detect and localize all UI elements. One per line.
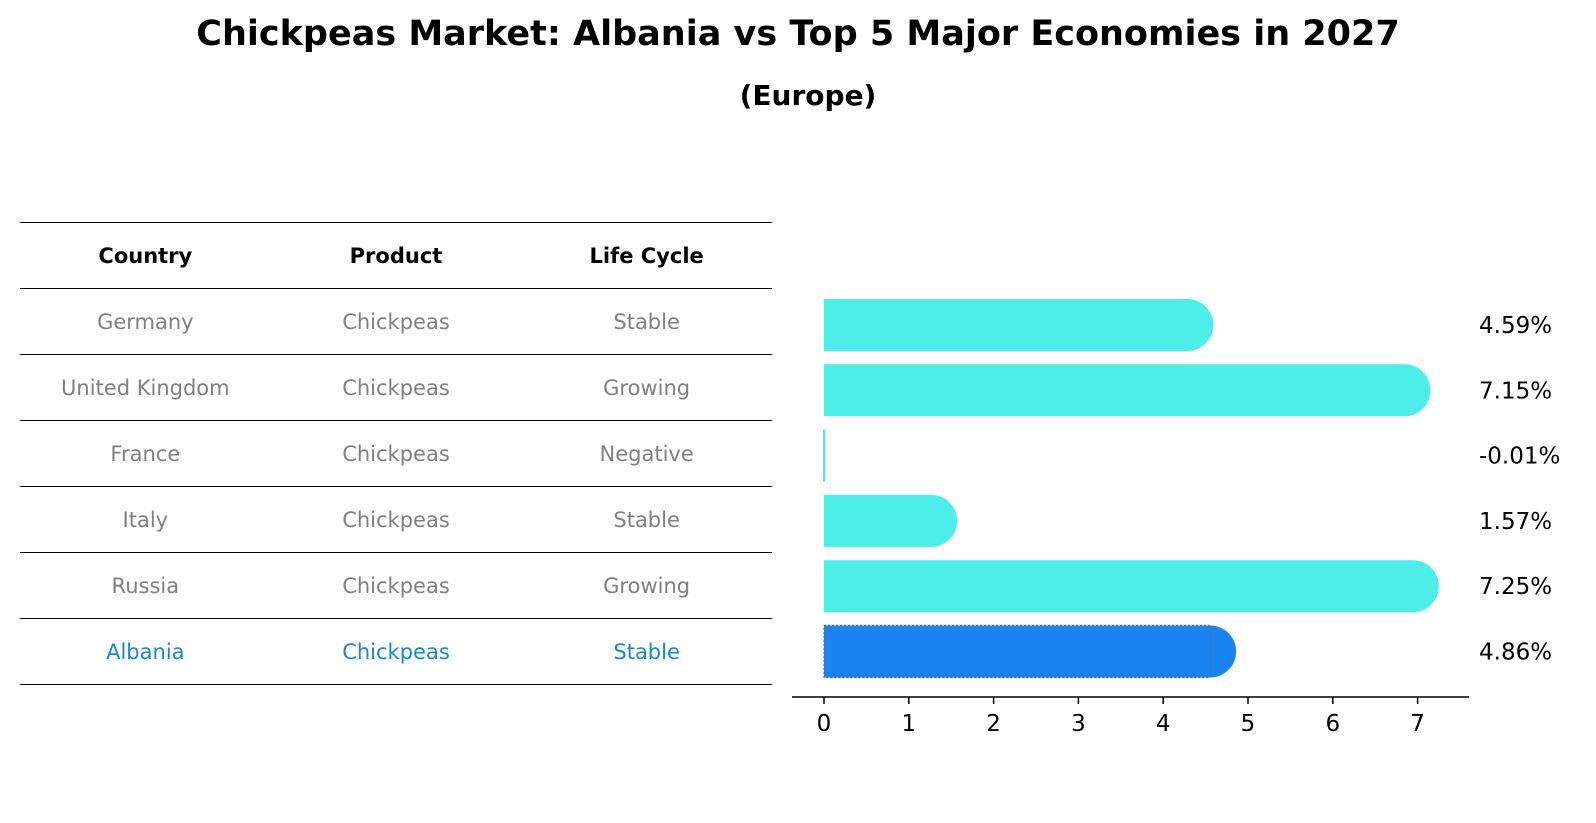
x-tick-label: 6 <box>1325 711 1340 737</box>
bar-germany <box>824 299 1214 351</box>
life-cycle-cell: Stable <box>613 507 680 532</box>
country-cell: United Kingdom <box>61 375 230 400</box>
life-cycle-cell: Negative <box>599 441 694 466</box>
x-tick-label: 2 <box>986 711 1001 737</box>
header-country: Country <box>98 243 193 268</box>
bar-united-kingdom <box>824 364 1431 417</box>
value-label: 4.86% <box>1479 640 1552 666</box>
life-cycle-cell: Growing <box>603 573 691 598</box>
life-cycle-cell: Stable <box>613 639 680 664</box>
value-label: 7.15% <box>1479 378 1552 404</box>
x-tick-label: 4 <box>1156 711 1171 737</box>
product-cell: Chickpeas <box>342 573 450 598</box>
table-row: France Chickpeas Negative <box>20 420 772 486</box>
table-row: Russia Chickpeas Growing <box>20 552 772 618</box>
header-life-cycle: Life Cycle <box>589 243 704 268</box>
country-cell: Russia <box>111 573 180 598</box>
product-cell: Chickpeas <box>342 507 450 532</box>
country-cell: Italy <box>122 507 169 532</box>
value-label: -0.01% <box>1479 444 1560 470</box>
x-tick-label: 3 <box>1071 711 1086 737</box>
table-row-highlight: Albania Chickpeas Stable <box>20 618 772 685</box>
header-product: Product <box>349 243 443 268</box>
chart-subtitle: (Europe) <box>739 79 877 112</box>
product-cell: Chickpeas <box>342 639 450 664</box>
country-cell: Albania <box>106 639 185 664</box>
table-row: United Kingdom Chickpeas Growing <box>20 354 772 420</box>
x-axis: 0 1 2 3 4 5 6 7 <box>792 696 1469 737</box>
product-cell: Chickpeas <box>342 375 450 400</box>
bars-group <box>823 299 1439 679</box>
bar-italy <box>824 494 958 547</box>
bar-albania <box>824 625 1237 678</box>
life-cycle-cell: Growing <box>603 375 691 400</box>
market-table: Country Product Life Cycle Germany Chick… <box>20 222 772 685</box>
value-labels-group: 4.59% 7.15% -0.01% 1.57% 7.25% 4.86% <box>1479 313 1560 666</box>
x-tick-label: 0 <box>817 711 832 737</box>
value-label: 1.57% <box>1479 509 1552 535</box>
value-label: 7.25% <box>1479 574 1552 600</box>
product-cell: Chickpeas <box>342 309 450 334</box>
value-label: 4.59% <box>1479 313 1552 339</box>
table-header-row: Country Product Life Cycle <box>20 222 772 288</box>
x-tick-label: 7 <box>1410 711 1425 737</box>
table-row: Germany Chickpeas Stable <box>20 288 772 354</box>
country-cell: France <box>110 441 181 466</box>
highlight-outline <box>823 624 1211 679</box>
product-cell: Chickpeas <box>342 441 450 466</box>
country-cell: Germany <box>97 309 194 334</box>
chart-title: Chickpeas Market: Albania vs Top 5 Major… <box>196 14 1400 54</box>
x-tick-label: 5 <box>1241 711 1256 737</box>
bar-russia <box>824 560 1439 613</box>
x-tick-label: 1 <box>901 711 916 737</box>
life-cycle-cell: Stable <box>613 309 680 334</box>
table-row: Italy Chickpeas Stable <box>20 486 772 552</box>
bar-france <box>823 429 825 482</box>
